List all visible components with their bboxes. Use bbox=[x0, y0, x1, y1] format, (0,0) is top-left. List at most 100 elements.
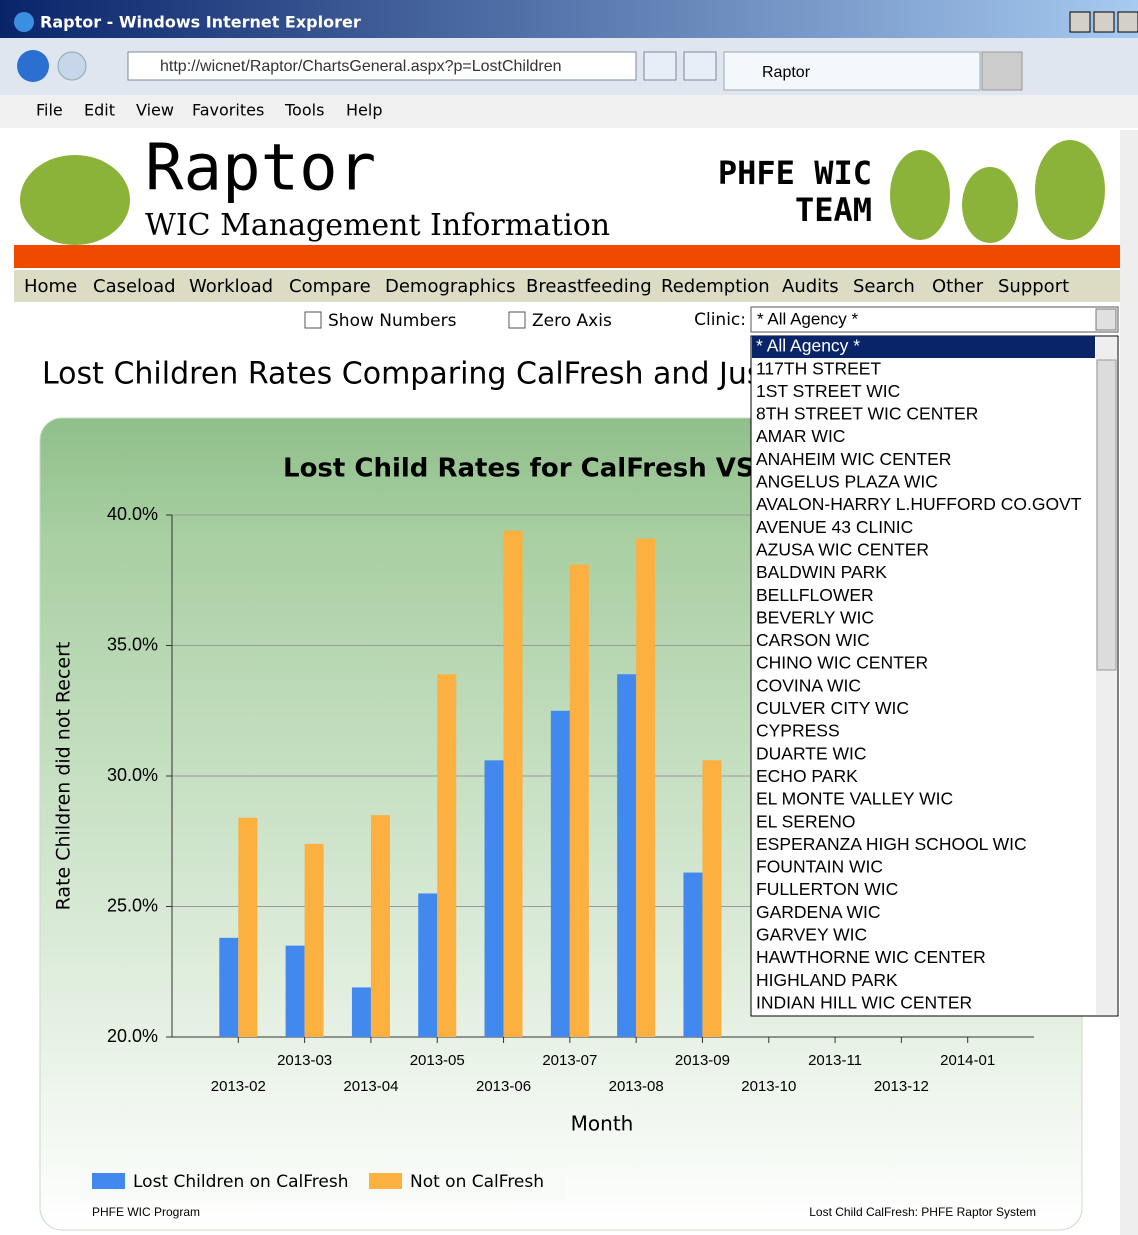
back-button[interactable] bbox=[17, 50, 49, 82]
x-tick-label: 2013-02 bbox=[211, 1078, 266, 1095]
y-axis-label: Rate Children did not Recert bbox=[53, 642, 75, 911]
legend-swatch bbox=[369, 1173, 402, 1189]
menu-item[interactable]: Help bbox=[346, 101, 382, 120]
clinic-option[interactable]: BALDWIN PARK bbox=[756, 562, 887, 582]
bar bbox=[485, 760, 504, 1037]
legend-label: Not on CalFresh bbox=[410, 1172, 544, 1192]
mascot bbox=[890, 150, 950, 240]
nav-link[interactable]: Compare bbox=[289, 276, 371, 297]
clinic-select-arrow[interactable] bbox=[1096, 309, 1116, 330]
ie-icon bbox=[14, 12, 34, 32]
nav-link[interactable]: Search bbox=[853, 276, 915, 297]
bar bbox=[418, 893, 437, 1037]
forward-button[interactable] bbox=[58, 52, 86, 80]
clinic-option[interactable]: HIGHLAND PARK bbox=[756, 970, 898, 990]
x-tick-label: 2013-03 bbox=[277, 1052, 332, 1069]
show-numbers-label: Show Numbers bbox=[328, 311, 457, 331]
dropdown-scroll-thumb[interactable] bbox=[1097, 360, 1116, 670]
clinic-option[interactable]: CHINO WIC CENTER bbox=[756, 653, 928, 673]
clinic-option[interactable]: FOUNTAIN WIC bbox=[756, 857, 883, 877]
clinic-option[interactable]: COVINA WIC bbox=[756, 675, 861, 695]
bar bbox=[352, 987, 371, 1037]
menu-item[interactable]: Tools bbox=[284, 101, 324, 120]
clinic-option[interactable]: AVALON-HARRY L.HUFFORD CO.GOVT bbox=[756, 494, 1082, 514]
show-numbers-checkbox[interactable] bbox=[305, 312, 321, 328]
tab-title: Raptor bbox=[762, 64, 811, 81]
maximize-button[interactable] bbox=[1094, 12, 1114, 32]
close-button[interactable] bbox=[1118, 12, 1138, 32]
x-tick-label: 2013-11 bbox=[808, 1052, 862, 1069]
bar bbox=[305, 844, 324, 1037]
nav-link[interactable]: Home bbox=[24, 276, 77, 297]
menu-item[interactable]: File bbox=[36, 101, 63, 120]
nav-link[interactable]: Redemption bbox=[661, 276, 770, 297]
legend-label: Lost Children on CalFresh bbox=[133, 1172, 348, 1192]
stop-button[interactable] bbox=[684, 52, 716, 80]
clinic-option[interactable]: HAWTHORNE WIC CENTER bbox=[756, 947, 986, 967]
page-title: Lost Children Rates Comparing CalFresh a… bbox=[42, 357, 775, 392]
nav-link[interactable]: Demographics bbox=[385, 276, 515, 297]
clinic-option[interactable]: DUARTE WIC bbox=[756, 743, 867, 763]
clinic-option[interactable]: CULVER CITY WIC bbox=[756, 698, 909, 718]
clinic-select-value: * All Agency * bbox=[757, 309, 859, 328]
clinic-option[interactable]: EL SERENO bbox=[756, 811, 856, 831]
clinic-option[interactable]: FULLERTON WIC bbox=[756, 879, 898, 899]
nav-link[interactable]: Other bbox=[932, 276, 984, 297]
clinic-option[interactable]: * All Agency * bbox=[756, 336, 860, 356]
nav-link[interactable]: Workload bbox=[189, 276, 273, 297]
clinic-option[interactable]: AZUSA WIC CENTER bbox=[756, 539, 929, 559]
bar bbox=[570, 565, 589, 1037]
clinic-option[interactable]: BEVERLY WIC bbox=[756, 607, 874, 627]
minimize-button[interactable] bbox=[1070, 12, 1090, 32]
zero-axis-checkbox[interactable] bbox=[509, 312, 525, 328]
clinic-label: Clinic: bbox=[694, 310, 746, 330]
bar bbox=[683, 873, 702, 1037]
header-bar bbox=[14, 245, 1120, 268]
mascot bbox=[20, 155, 130, 245]
y-tick-label: 30.0% bbox=[107, 765, 158, 785]
clinic-option[interactable]: EL MONTE VALLEY WIC bbox=[756, 789, 953, 809]
x-axis-label: Month bbox=[571, 1112, 634, 1136]
mascot bbox=[1035, 140, 1105, 240]
clinic-option[interactable]: AMAR WIC bbox=[756, 426, 845, 446]
y-tick-label: 25.0% bbox=[107, 895, 158, 915]
clinic-option[interactable]: 117TH STREET bbox=[756, 358, 881, 378]
clinic-option[interactable]: CYPRESS bbox=[756, 721, 840, 741]
refresh-button[interactable] bbox=[644, 52, 676, 80]
page: Raptor - Windows Internet Explorer http:… bbox=[0, 0, 1138, 1235]
clinic-option[interactable]: GARVEY WIC bbox=[756, 925, 867, 945]
clinic-option[interactable]: INDIAN HILL WIC CENTER bbox=[756, 992, 972, 1012]
x-tick-label: 2013-08 bbox=[609, 1078, 664, 1095]
menu-item[interactable]: Favorites bbox=[192, 101, 264, 120]
chart-title: Lost Child Rates for CalFresh VS Ju bbox=[283, 454, 792, 484]
nav-link[interactable]: Breastfeeding bbox=[526, 276, 652, 297]
menu-item[interactable]: View bbox=[136, 101, 174, 120]
clinic-option[interactable]: 1ST STREET WIC bbox=[756, 381, 900, 401]
clinic-option[interactable]: ESPERANZA HIGH SCHOOL WIC bbox=[756, 834, 1027, 854]
nav-link[interactable]: Audits bbox=[782, 276, 839, 297]
x-tick-label: 2013-09 bbox=[675, 1052, 730, 1069]
x-tick-label: 2014-01 bbox=[940, 1052, 995, 1069]
x-tick-label: 2013-10 bbox=[741, 1078, 796, 1095]
clinic-option[interactable]: 8TH STREET WIC CENTER bbox=[756, 404, 978, 424]
y-tick-label: 35.0% bbox=[107, 634, 158, 654]
clinic-option[interactable]: ANGELUS PLAZA WIC bbox=[756, 472, 938, 492]
bar bbox=[702, 760, 721, 1037]
clinic-option[interactable]: CARSON WIC bbox=[756, 630, 870, 650]
clinic-option[interactable]: GARDENA WIC bbox=[756, 902, 880, 922]
mascot bbox=[962, 167, 1018, 243]
y-tick-label: 40.0% bbox=[107, 504, 158, 524]
bar bbox=[551, 711, 570, 1037]
clinic-option[interactable]: AVENUE 43 CLINIC bbox=[756, 517, 913, 537]
address-url: http://wicnet/Raptor/ChartsGeneral.aspx?… bbox=[160, 58, 562, 75]
nav-link[interactable]: Support bbox=[998, 276, 1069, 297]
bar bbox=[371, 815, 390, 1037]
x-tick-label: 2013-04 bbox=[343, 1078, 398, 1095]
menu-item[interactable]: Edit bbox=[84, 101, 115, 120]
clinic-option[interactable]: ANAHEIM WIC CENTER bbox=[756, 449, 951, 469]
new-tab[interactable] bbox=[982, 52, 1022, 90]
clinic-option[interactable]: ECHO PARK bbox=[756, 766, 858, 786]
clinic-option[interactable]: BELLFLOWER bbox=[756, 585, 874, 605]
nav-link[interactable]: Caseload bbox=[93, 276, 176, 297]
x-tick-label: 2013-06 bbox=[476, 1078, 531, 1095]
